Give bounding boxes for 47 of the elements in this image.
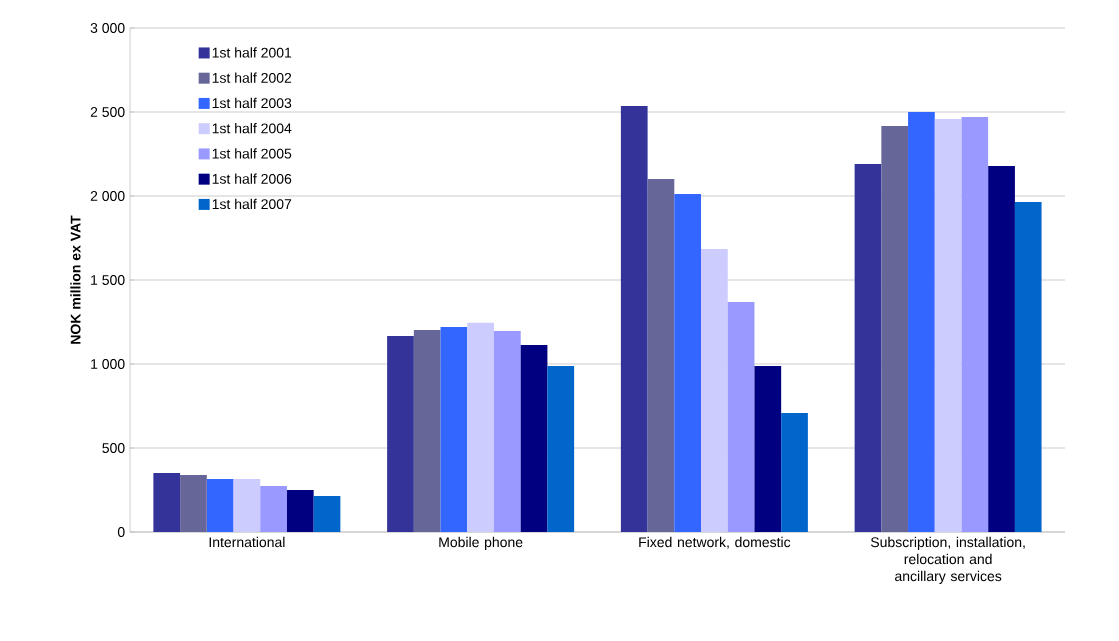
y-tick-label: 2 500 xyxy=(90,107,125,117)
y-tick-label: 500 xyxy=(102,443,125,453)
legend-label: 1st half 2002 xyxy=(212,72,292,83)
bar xyxy=(674,193,702,532)
y-tick-label: 2 000 xyxy=(90,191,125,201)
bar xyxy=(387,335,414,532)
y-tick-label: 3 000 xyxy=(90,23,125,33)
bar xyxy=(854,164,882,532)
bar xyxy=(1014,202,1042,532)
bar xyxy=(260,485,287,532)
bar xyxy=(520,345,548,532)
bar xyxy=(547,366,575,532)
bar xyxy=(961,117,989,532)
bar xyxy=(620,105,648,532)
bar xyxy=(701,248,728,532)
bar xyxy=(467,322,494,532)
bar xyxy=(881,125,909,532)
bar xyxy=(988,165,1015,532)
bar xyxy=(206,479,234,532)
bar xyxy=(647,179,675,532)
bar xyxy=(313,496,341,532)
bar xyxy=(286,490,314,532)
bar xyxy=(727,302,755,532)
legend-label: 1st half 2004 xyxy=(212,123,292,134)
bar xyxy=(493,331,521,532)
bar xyxy=(413,330,441,532)
bar xyxy=(440,327,468,532)
bar xyxy=(180,475,207,532)
bar xyxy=(781,413,808,532)
legend-label: 1st half 2006 xyxy=(212,173,292,184)
y-tick-label: 0 xyxy=(117,527,125,537)
y-tick-label: 1 500 xyxy=(91,275,125,285)
bar xyxy=(233,479,261,532)
x-tick-label: International xyxy=(209,536,285,548)
legend-label: 1st half 2003 xyxy=(212,97,292,109)
legend-label: 1st half 2005 xyxy=(212,148,292,159)
y-axis-title: NOK million ex VAT xyxy=(70,215,81,344)
bar xyxy=(908,112,935,532)
x-tick-label: Subscription, installation, relocation and ancillary services xyxy=(870,536,1025,584)
bar xyxy=(934,119,962,532)
legend-label: 1st half 2001 xyxy=(212,47,292,58)
y-tick-label: 1 000 xyxy=(91,359,125,369)
legend-label: 1st half 2007 xyxy=(212,198,292,210)
bar xyxy=(153,473,181,532)
x-tick-label: Mobile phone xyxy=(439,536,523,550)
bar xyxy=(754,366,782,532)
x-tick-label: Fixed network, domestic xyxy=(639,536,791,549)
